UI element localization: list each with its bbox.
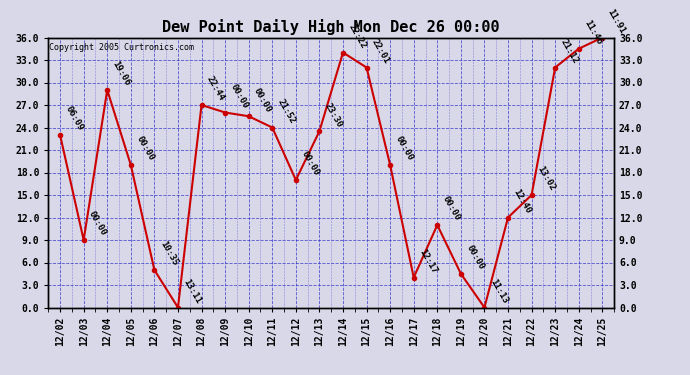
Text: 22:22: 22:22: [346, 22, 368, 50]
Text: 12:17: 12:17: [417, 248, 438, 275]
Text: 13:11: 13:11: [181, 278, 203, 305]
Text: 11:13: 11:13: [488, 278, 509, 305]
Text: 22:01: 22:01: [370, 38, 391, 65]
Text: 11:91: 11:91: [606, 8, 627, 35]
Text: 11:46: 11:46: [582, 19, 604, 46]
Text: 00:00: 00:00: [253, 86, 273, 114]
Text: 12:40: 12:40: [511, 188, 533, 215]
Text: 21:12: 21:12: [559, 38, 580, 65]
Text: 22:44: 22:44: [205, 75, 226, 103]
Text: 00:00: 00:00: [441, 195, 462, 223]
Text: 06:09: 06:09: [63, 105, 85, 133]
Text: 00:00: 00:00: [87, 210, 108, 238]
Text: 00:00: 00:00: [299, 150, 321, 178]
Text: 00:00: 00:00: [135, 135, 155, 163]
Text: Copyright 2005 Curtronics.com: Copyright 2005 Curtronics.com: [50, 43, 195, 52]
Text: 00:00: 00:00: [464, 244, 486, 272]
Text: 10:35: 10:35: [158, 240, 179, 268]
Text: 21:52: 21:52: [276, 98, 297, 125]
Text: 19:06: 19:06: [111, 60, 132, 88]
Text: 13:02: 13:02: [535, 165, 556, 193]
Title: Dew Point Daily High Mon Dec 26 00:00: Dew Point Daily High Mon Dec 26 00:00: [162, 19, 500, 35]
Text: 00:00: 00:00: [394, 135, 415, 163]
Text: 23:30: 23:30: [323, 101, 344, 129]
Text: 00:00: 00:00: [228, 82, 250, 110]
